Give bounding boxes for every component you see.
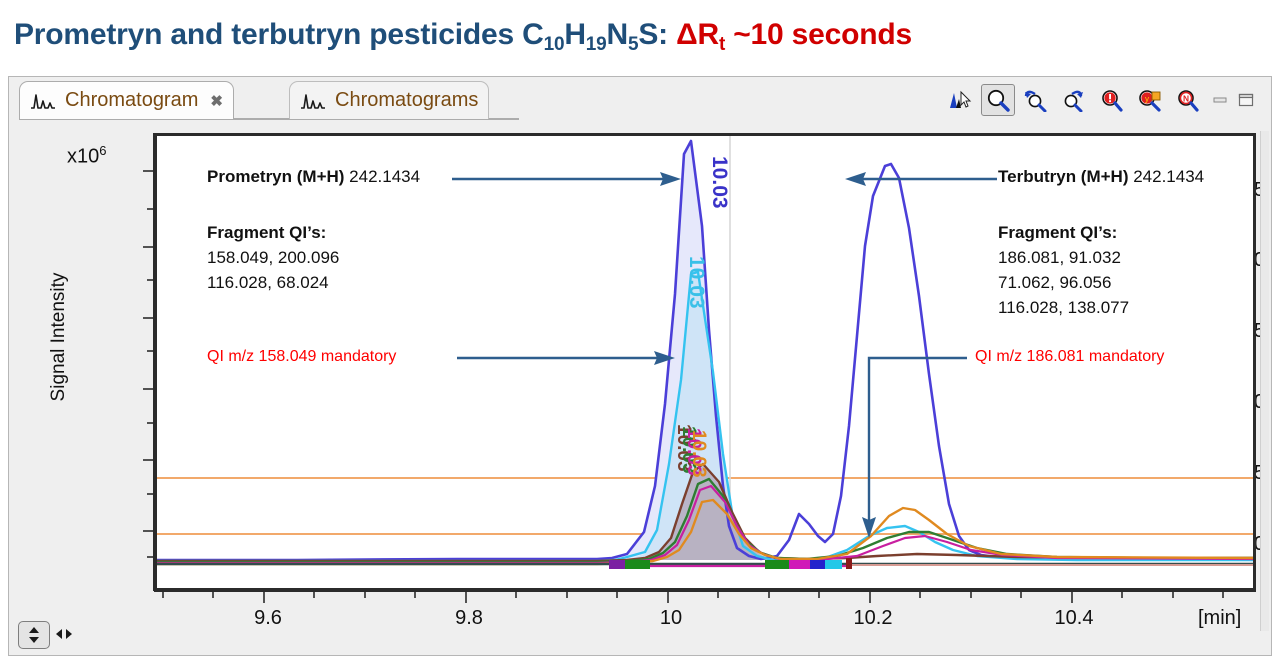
integration-marker: [765, 560, 789, 569]
xtick-label: 9.6: [254, 607, 282, 629]
left-compound-name: Prometryn (M+H): [207, 167, 345, 186]
page-title: Prometryn and terbutryn pesticides C10H1…: [14, 18, 1264, 62]
xtick-label: 10.4: [1054, 607, 1094, 629]
left-compound-mass: 242.1434: [344, 167, 421, 186]
annotation-left-compound: Prometryn (M+H) 242.1434: [207, 164, 420, 189]
title-h: H: [564, 18, 586, 51]
maximize-icon[interactable]: [1235, 89, 1257, 111]
peak-label-qi158: 10.03: [685, 256, 708, 309]
horizontal-scale-toggle[interactable]: [54, 624, 74, 644]
vertical-scale-toggle[interactable]: [18, 621, 50, 649]
tab-chromatogram[interactable]: Chromatogram ✖: [19, 81, 234, 119]
up-down-arrows-icon: [29, 627, 39, 643]
peak-label-qi116: 10.03: [678, 426, 699, 474]
minimize-icon[interactable]: [1209, 89, 1231, 111]
integration-marker: [789, 560, 810, 569]
tab-underline: [19, 118, 519, 120]
chromatogram-traces: 10.03 10.03 10.03 10.03 10.03 10.03: [157, 136, 1253, 569]
integration-marker: [810, 560, 825, 569]
x-axis-unit: [min]: [1198, 607, 1242, 629]
chromatogram-window: Chromatogram ✖ Chromatograms: [8, 76, 1272, 656]
chart-toolbar: y N: [943, 83, 1257, 117]
left-right-arrows-icon: [56, 629, 72, 639]
x-axis-ticks: [154, 591, 1256, 603]
plot-area[interactable]: 10.03 10.03 10.03 10.03 10.03 10.03: [154, 133, 1256, 591]
peak-label-qi68: 10.03: [683, 428, 704, 476]
trace-line-qi200: [157, 462, 1253, 563]
right-compound-mass: 242.1434: [1128, 167, 1205, 186]
trace-fill-qi158: [627, 274, 771, 560]
title-sub-5: 5: [628, 34, 639, 55]
chromatogram-plot-panel: x106 Signal Intensity 2.5 2.0 1.5 1.0 0.…: [15, 121, 1265, 651]
right-fragment-header: Fragment QI’s:: [998, 223, 1118, 242]
left-fragment-line: 158.049, 200.096: [207, 248, 340, 267]
title-seconds: ~10 seconds: [725, 18, 912, 51]
peak-label-qi200: 10.03: [673, 424, 694, 472]
tab-chromatograms[interactable]: Chromatograms: [289, 81, 490, 119]
annotation-qi-left: QI m/z 158.049 mandatory: [207, 348, 397, 365]
tab-chromatogram-label: Chromatogram: [65, 89, 199, 111]
svg-text:N: N: [1183, 94, 1189, 104]
annotation-right-compound: Terbutryn (M+H) 242.1434: [998, 164, 1204, 189]
trace-line-prometryn: [157, 139, 1253, 562]
right-compound-name: Terbutryn (M+H): [998, 167, 1129, 186]
title-delta-rt: ΔR: [676, 18, 719, 51]
zoom-undo-icon[interactable]: [1019, 84, 1053, 116]
zoom-redo-icon[interactable]: [1057, 84, 1091, 116]
title-s: S:: [638, 18, 677, 51]
trace-line-qi186: [157, 498, 1253, 566]
right-fragment-line: 116.028, 138.077: [998, 298, 1130, 317]
xtick-label: 9.8: [455, 607, 483, 629]
annotation-left-fragments: Fragment QI’s: 158.049, 200.096 116.028,…: [207, 220, 339, 295]
title-rt-sub: t: [718, 34, 726, 55]
y-axis-ticks: [143, 133, 155, 591]
zoom-normalize-icon[interactable]: N: [1171, 84, 1205, 116]
chromatogram-wave-icon: [300, 92, 326, 110]
right-fragment-line: 71.062, 96.056: [998, 273, 1112, 292]
tab-chromatograms-label: Chromatograms: [335, 89, 479, 111]
title-sub-19: 19: [585, 34, 607, 55]
xtick-label: 10.2: [853, 607, 893, 629]
peak-label-qi186: 10.03: [688, 430, 709, 478]
y-axis-exponent: x106: [67, 143, 107, 168]
zoom-yaxis-icon[interactable]: y: [1133, 84, 1167, 116]
annotation-right-fragments: Fragment QI’s: 186.081, 91.032 71.062, 9…: [998, 220, 1129, 320]
left-fragment-header: Fragment QI’s:: [207, 223, 327, 242]
vertical-scrollbar[interactable]: [1260, 131, 1269, 631]
right-fragment-line: 186.081, 91.032: [998, 248, 1121, 267]
y-axis-title: Signal Intensity: [48, 272, 69, 402]
close-icon[interactable]: ✖: [210, 92, 223, 110]
magnifier-icon[interactable]: [981, 84, 1015, 116]
title-main: Prometryn and terbutryn pesticides C: [14, 18, 544, 51]
peak-pointer-icon[interactable]: [943, 84, 977, 116]
title-sub-10: 10: [543, 34, 565, 55]
annotation-qi-right: QI m/z 186.081 mandatory: [975, 348, 1165, 365]
title-n: N: [606, 18, 629, 51]
integration-marker: [846, 558, 852, 569]
integration-marker: [609, 560, 625, 569]
chromatogram-wave-icon: [30, 92, 56, 110]
trace-line-qi158: [157, 270, 1253, 563]
svg-text:y: y: [1145, 95, 1149, 104]
integration-marker: [625, 560, 650, 569]
xtick-label: 10: [659, 607, 683, 629]
tab-bar: Chromatogram ✖ Chromatograms: [9, 77, 1271, 120]
integration-marker: [825, 560, 842, 569]
zoom-alert-icon[interactable]: [1095, 84, 1129, 116]
left-fragment-line: 116.028, 68.024: [207, 273, 329, 292]
peak-label-prometryn: 10.03: [708, 156, 731, 209]
